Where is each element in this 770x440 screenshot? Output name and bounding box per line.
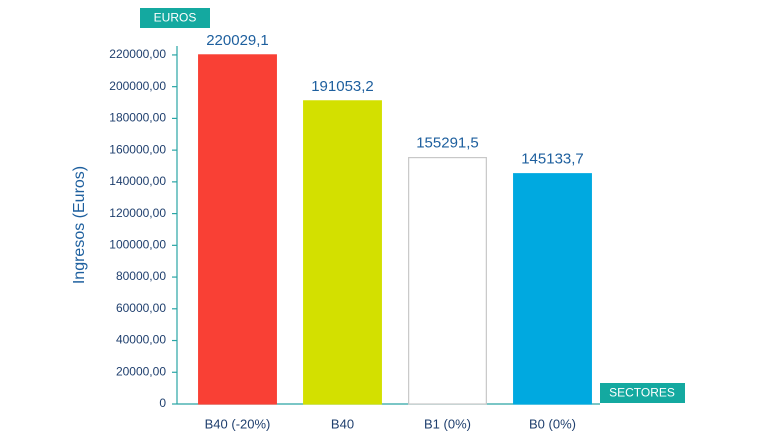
- y-tick-label: 200000,00: [109, 79, 166, 93]
- y-tick-label: 160000,00: [109, 142, 166, 156]
- y-tick-label: 120000,00: [109, 206, 166, 220]
- y-tick-label: 180000,00: [109, 111, 166, 125]
- bar: [303, 100, 382, 405]
- y-tick-label: 60000,00: [116, 301, 166, 315]
- x-tick-label: B40 (-20%): [205, 416, 271, 431]
- y-tick-label: 40000,00: [116, 333, 166, 347]
- x-tick-label: B0 (0%): [529, 416, 576, 431]
- value-label: 145133,7: [521, 151, 584, 168]
- value-label: 220029,1: [206, 32, 269, 49]
- y-unit-label: EUROS: [154, 11, 197, 25]
- bar: [513, 173, 592, 405]
- x-unit-badge: [600, 383, 685, 403]
- y-tick-label: 80000,00: [116, 269, 166, 283]
- y-axis-title: Ingresos (Euros): [71, 166, 88, 284]
- bar: [408, 157, 487, 405]
- x-tick-label: B1 (0%): [424, 416, 471, 431]
- value-label: 191053,2: [311, 78, 374, 95]
- y-tick-label: 20000,00: [116, 364, 166, 378]
- bar: [198, 54, 277, 405]
- y-tick-label: 0: [159, 396, 166, 410]
- y-tick-label: 100000,00: [109, 238, 166, 252]
- x-unit-label: SECTORES: [609, 386, 675, 400]
- y-unit-badge: [140, 8, 210, 28]
- x-tick-label: B40: [331, 416, 354, 431]
- y-tick-label: 220000,00: [109, 47, 166, 61]
- value-label: 155291,5: [416, 135, 479, 152]
- y-tick-label: 140000,00: [109, 174, 166, 188]
